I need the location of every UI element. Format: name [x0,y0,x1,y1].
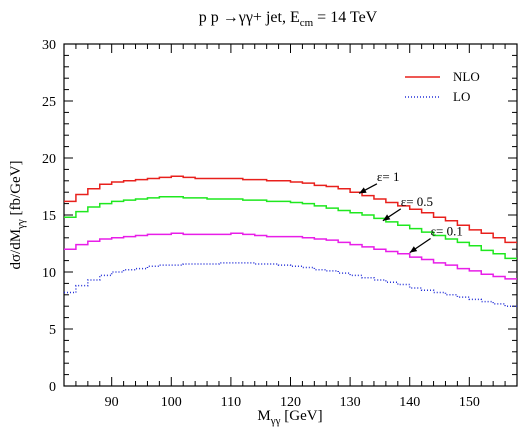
chart-title-main: p p →γγ+ jet, E [199,9,300,26]
chart-title-tail: = 14 TeV [313,9,377,26]
legend-label-nlo: NLO [453,69,480,84]
series-nlo--1 [64,175,517,244]
x-tick-label-150: 150 [459,395,480,410]
x-axis-title: Mγγ [GeV] [257,408,322,427]
x-tick-label-100: 100 [161,395,182,410]
y-tick-label-30: 30 [42,38,56,53]
chart-title: p p →γγ+ jet, Ecm = 14 TeV [199,9,378,29]
legend: NLO LO [405,69,480,104]
plot-frame [63,43,518,387]
annotation-arrowhead-0 [359,187,367,194]
series-layer [64,175,517,307]
y-axis-title: dσ/dMγγ [fb/GeV] [8,160,27,269]
annotation-layer: ε= 1ε= 0.5 ε= 0.1 [358,169,463,254]
series-nlo--0p1 [64,232,517,280]
y-tick-label-5: 5 [49,323,56,338]
x-tick-label-90: 90 [105,395,119,410]
annotation-label-1: ε= 0.5 [401,194,433,209]
x-axis-title-tail: [GeV] [281,408,323,424]
x-axis-title-main: M [257,408,270,424]
series-lo [64,262,517,307]
x-axis: 90 100 110 120 130 140 150 [63,44,518,410]
annotation-arrowhead-2 [409,246,418,253]
y-tick-label-15: 15 [42,209,56,224]
x-tick-label-130: 130 [340,395,361,410]
annotation-arrowhead-1 [382,214,391,221]
annotation-label-0: ε= 1 [377,169,400,184]
y-axis: 0 5 10 15 20 25 30 [42,38,517,395]
legend-label-lo: LO [453,89,470,104]
y-tick-label-20: 20 [42,152,56,167]
x-tick-label-140: 140 [399,395,420,410]
y-tick-label-0: 0 [49,380,56,395]
series-nlo--0p5 [64,196,517,260]
y-axis-title-main: dσ/dM [8,229,24,270]
y-axis-title-tail: [fb/GeV] [8,160,24,219]
x-tick-label-120: 120 [280,395,301,410]
x-axis-title-sub: γγ [270,415,281,427]
y-tick-label-10: 10 [42,266,56,281]
chart-title-sub: cm [300,17,314,29]
x-tick-label-110: 110 [221,395,241,410]
annotation-label-2: ε= 0.1 [431,224,463,239]
y-tick-label-25: 25 [42,95,56,110]
y-axis-title-sub: γγ [15,219,27,230]
